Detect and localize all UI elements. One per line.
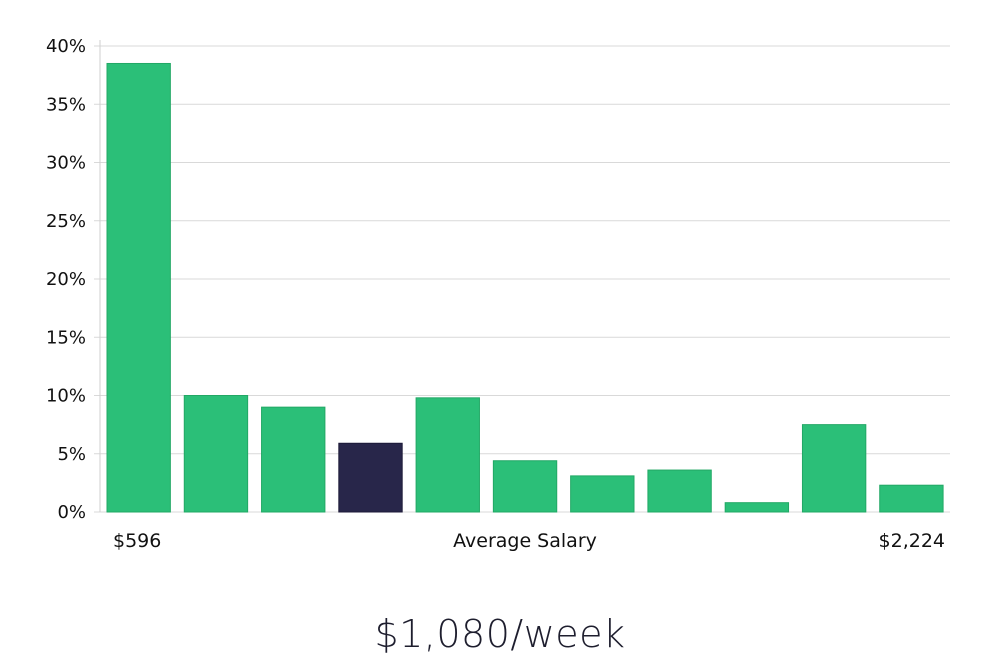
bar <box>261 406 326 513</box>
bar <box>415 397 480 513</box>
y-tick-label: 15% <box>46 327 86 348</box>
bar <box>801 424 867 513</box>
bar <box>647 469 712 513</box>
x-axis-end-label: $2,224 <box>879 530 945 552</box>
bars <box>106 62 944 513</box>
y-tick-label: 25% <box>46 211 86 232</box>
y-tick-label: 35% <box>46 94 86 115</box>
y-tick-label: 40% <box>46 36 86 57</box>
bar <box>106 62 171 513</box>
bar <box>724 502 790 513</box>
y-tick-label: 5% <box>57 444 86 465</box>
y-axis-ticks: 0% 5% 10% 15% 20% 25% 30% 35% 40% <box>46 36 86 523</box>
x-axis-start-label: $596 <box>113 530 161 552</box>
bar <box>570 475 635 513</box>
y-tick-label: 0% <box>57 502 86 523</box>
bar <box>183 395 249 513</box>
bar <box>492 460 558 513</box>
salary-histogram: 0% 5% 10% 15% 20% 25% 30% 35% 40% $596 Average S… <box>46 36 950 552</box>
bar <box>879 484 944 513</box>
y-tick-label: 20% <box>46 269 86 290</box>
x-axis-title: Average Salary <box>453 530 597 552</box>
y-tick-label: 30% <box>46 153 86 174</box>
bar-highlighted <box>338 442 403 513</box>
y-tick-label: 10% <box>46 386 86 407</box>
average-salary-value: $1,080/week <box>374 612 626 656</box>
